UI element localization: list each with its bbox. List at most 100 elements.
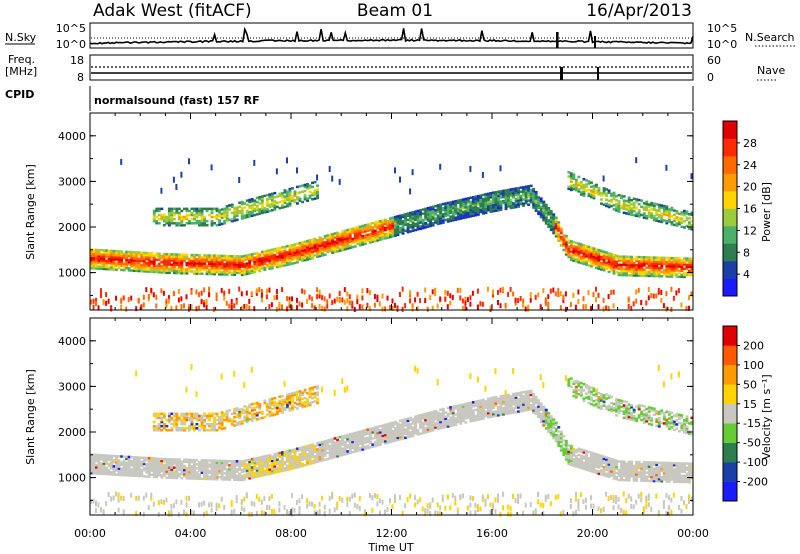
heatmap-cell	[240, 215, 244, 218]
heatmap-cell	[464, 199, 468, 203]
heatmap-cell	[291, 461, 294, 464]
heatmap-cell	[198, 477, 201, 480]
heatmap-cell	[544, 220, 548, 223]
heatmap-cell	[311, 501, 314, 507]
heatmap-cell	[512, 196, 515, 199]
heatmap-cell	[542, 219, 546, 222]
heatmap-cell	[167, 211, 171, 215]
heatmap-cell	[230, 460, 234, 463]
heatmap-cell	[366, 436, 370, 440]
heatmap-cell	[301, 405, 304, 409]
heatmap-cell	[416, 226, 420, 229]
heatmap-cell	[215, 296, 218, 301]
heatmap-cell	[275, 257, 279, 261]
heatmap-cell	[386, 431, 390, 434]
heatmap-cell	[180, 267, 184, 271]
heatmap-cell	[208, 429, 211, 432]
heatmap-cell	[175, 271, 179, 275]
heatmap-cell	[316, 249, 319, 252]
heatmap-cell	[260, 455, 264, 459]
heatmap-cell	[313, 510, 316, 516]
heatmap-cell	[228, 267, 232, 270]
heatmap-cell	[228, 419, 232, 422]
heatmap-cell	[152, 461, 156, 464]
heatmap-cell	[366, 229, 370, 232]
heatmap-cell	[444, 202, 448, 205]
heatmap-cell	[90, 256, 93, 260]
heatmap-cell	[517, 195, 520, 198]
heatmap-cell	[228, 269, 232, 272]
heatmap-cell	[167, 474, 171, 477]
heatmap-cell	[220, 423, 224, 427]
heatmap-cell	[240, 261, 244, 264]
heatmap-cell	[585, 183, 588, 186]
heatmap-cell	[278, 303, 281, 309]
heatmap-cell	[185, 477, 189, 480]
heatmap-cell	[92, 263, 96, 266]
heatmap-cell	[346, 437, 350, 441]
heatmap-cell	[338, 178, 341, 185]
heatmap-cell	[466, 213, 470, 217]
heatmap-cell	[223, 209, 227, 213]
heatmap-cell	[469, 210, 473, 214]
heatmap-cell	[391, 425, 395, 429]
heatmap-cell	[675, 265, 679, 268]
heatmap-cell	[587, 180, 591, 183]
heatmap-cell	[92, 453, 96, 457]
heatmap-cell	[303, 388, 307, 392]
heatmap-cell	[381, 219, 385, 222]
heatmap-cell	[140, 470, 144, 474]
heatmap-cell	[167, 207, 171, 211]
heatmap-cell	[258, 458, 262, 461]
heatmap-cell	[484, 203, 488, 206]
heatmap-cell	[476, 211, 480, 214]
heatmap-cell	[220, 256, 224, 260]
heatmap-cell	[152, 459, 156, 462]
heatmap-cell	[373, 444, 377, 448]
heatmap-cell	[190, 222, 194, 225]
heatmap-cell	[303, 401, 307, 404]
heatmap-cell	[248, 255, 252, 259]
heatmap-cell	[426, 217, 430, 220]
heatmap-cell	[258, 472, 262, 476]
heatmap-cell	[228, 464, 232, 467]
heatmap-cell	[605, 265, 608, 269]
heatmap-cell	[260, 468, 264, 471]
heatmap-cell	[512, 206, 515, 209]
heatmap-cell	[652, 204, 656, 207]
heatmap-cell	[172, 271, 176, 275]
heatmap-cell	[399, 226, 402, 230]
heatmap-cell	[165, 472, 169, 475]
heatmap-cell	[190, 416, 194, 420]
heatmap-cell	[519, 196, 523, 200]
heatmap-cell	[559, 305, 562, 311]
heatmap-cell	[291, 450, 294, 454]
heatmap-cell	[439, 163, 442, 170]
heatmap-cell	[592, 184, 596, 188]
heatmap-cell	[338, 232, 342, 236]
heatmap-cell	[449, 215, 453, 218]
heatmap-cell	[275, 468, 279, 472]
heatmap-cell	[539, 201, 543, 204]
heatmap-cell	[233, 370, 236, 377]
heatmap-cell	[409, 211, 412, 215]
heatmap-cell	[180, 269, 184, 273]
heatmap-cell	[562, 236, 566, 239]
heatmap-cell	[569, 254, 573, 257]
heatmap-cell	[235, 255, 239, 258]
heatmap-cell	[225, 267, 229, 270]
heatmap-cell	[343, 436, 347, 440]
heatmap-cell	[590, 191, 593, 195]
heatmap-cell	[363, 230, 367, 233]
heatmap-cell	[311, 453, 314, 457]
heatmap-cell	[509, 190, 513, 193]
heatmap-cell	[228, 474, 232, 477]
heatmap-cell	[316, 196, 319, 200]
heatmap-cell	[605, 257, 608, 260]
heatmap-cell	[288, 409, 292, 412]
heatmap-cell	[652, 272, 656, 276]
heatmap-cell	[542, 210, 546, 214]
heatmap-cell	[409, 226, 412, 229]
ytick-label: 2000	[58, 221, 86, 234]
heatmap-cell	[233, 215, 237, 218]
